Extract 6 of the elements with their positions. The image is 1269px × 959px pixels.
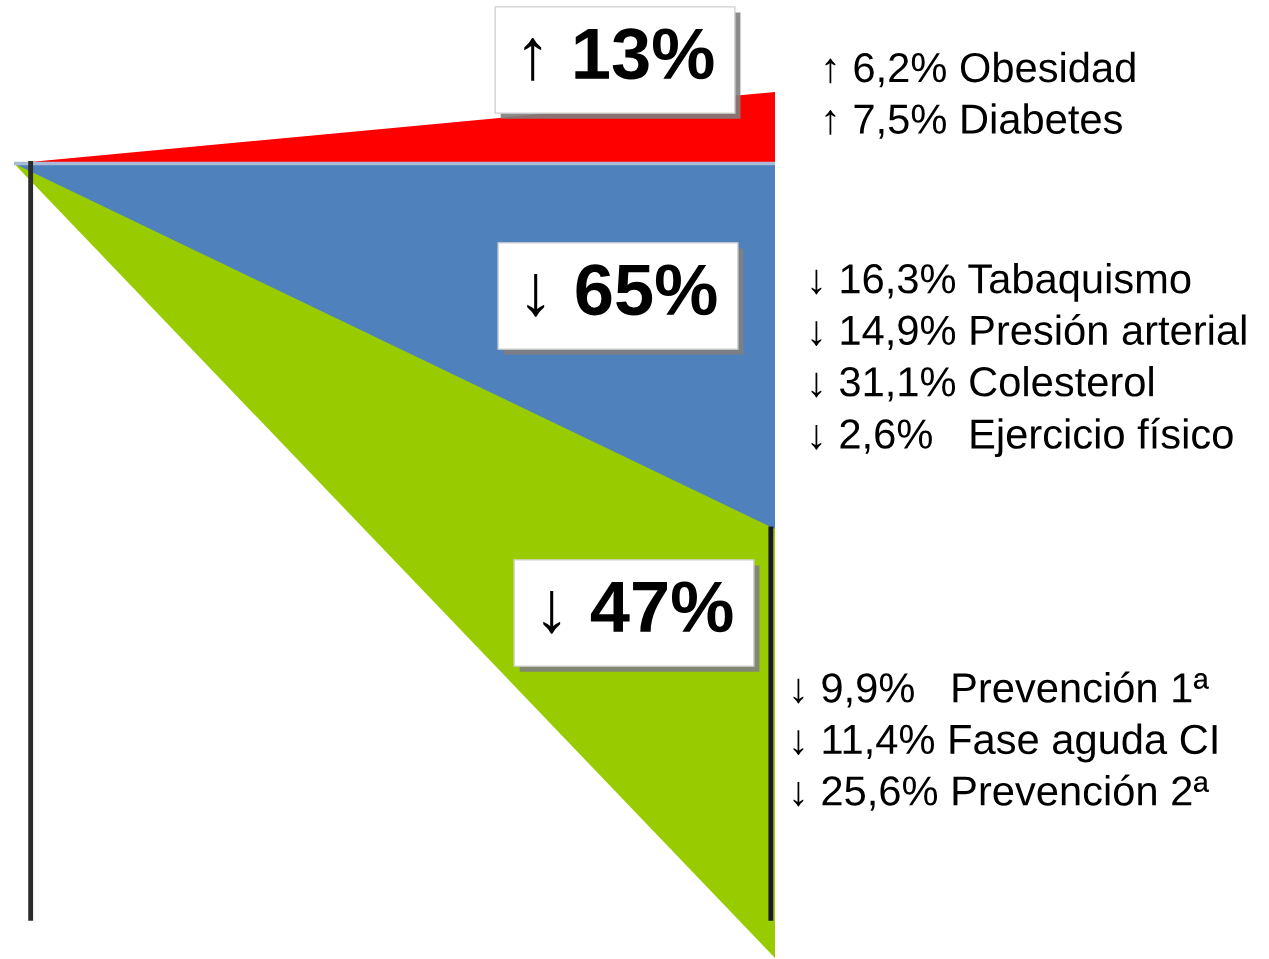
annotation: ↓ 65% [527,264,717,317]
annotation: ↓ 9,9% Prevención 1ª ↓ 11,4% Fase aguda CI ↓ 25,6% Prevención 2ª [793,671,1217,811]
annotation: ↑ 6,2% Obesidad ↑ 7,5% Diabetes [825,51,1135,139]
text: ↑ 13% [524,28,714,81]
annotation: ↓ 47% [543,581,733,634]
annotation: ↓ 16,3% Tabaquismo ↓ 14,9% Presión arterial ↓ 31,1% Colesterol ↓ 2,6% Ejercicio físico [811,262,1246,458]
